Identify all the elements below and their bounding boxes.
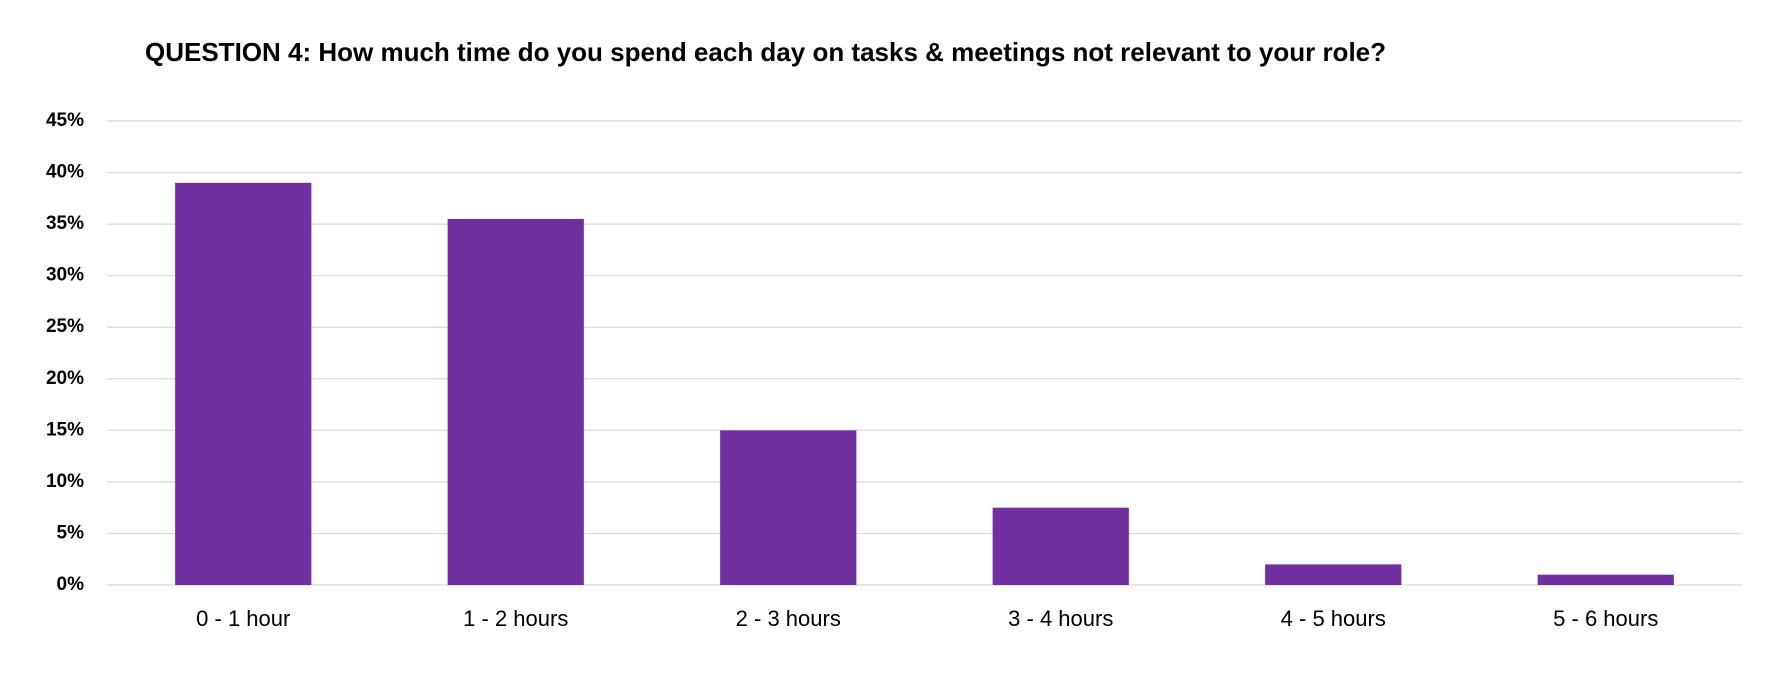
bar	[1265, 564, 1402, 585]
y-tick-label: 20%	[46, 368, 84, 389]
y-tick-label: 40%	[46, 162, 84, 183]
y-tick-label: 15%	[46, 419, 84, 440]
y-tick-label: 0%	[57, 574, 85, 595]
y-tick-label: 5%	[57, 522, 85, 543]
x-tick-label: 3 - 4 hours	[1008, 606, 1113, 631]
x-tick-label: 1 - 2 hours	[463, 606, 568, 631]
x-tick-label: 4 - 5 hours	[1281, 606, 1386, 631]
bar	[1537, 574, 1674, 585]
chart-title: QUESTION 4: How much time do you spend e…	[145, 37, 1386, 67]
y-tick-label: 25%	[46, 316, 84, 337]
y-tick-label: 10%	[46, 471, 84, 492]
x-tick-label: 2 - 3 hours	[736, 606, 841, 631]
x-tick-label: 5 - 6 hours	[1553, 606, 1658, 631]
y-tick-label: 30%	[46, 265, 84, 286]
bar	[175, 182, 312, 585]
y-tick-label: 35%	[46, 213, 84, 234]
bar	[447, 218, 584, 585]
bar	[720, 430, 857, 585]
y-tick-label: 45%	[46, 110, 84, 131]
bar	[992, 507, 1129, 585]
x-tick-label: 0 - 1 hour	[196, 606, 290, 631]
